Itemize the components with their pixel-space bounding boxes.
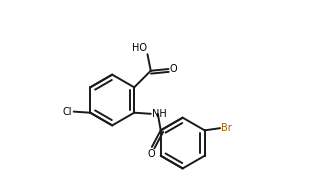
Text: O: O (170, 64, 177, 74)
Text: HO: HO (132, 43, 147, 53)
Text: Cl: Cl (63, 107, 72, 117)
Text: Br: Br (221, 123, 232, 133)
Text: NH: NH (152, 109, 166, 119)
Text: O: O (148, 149, 155, 159)
